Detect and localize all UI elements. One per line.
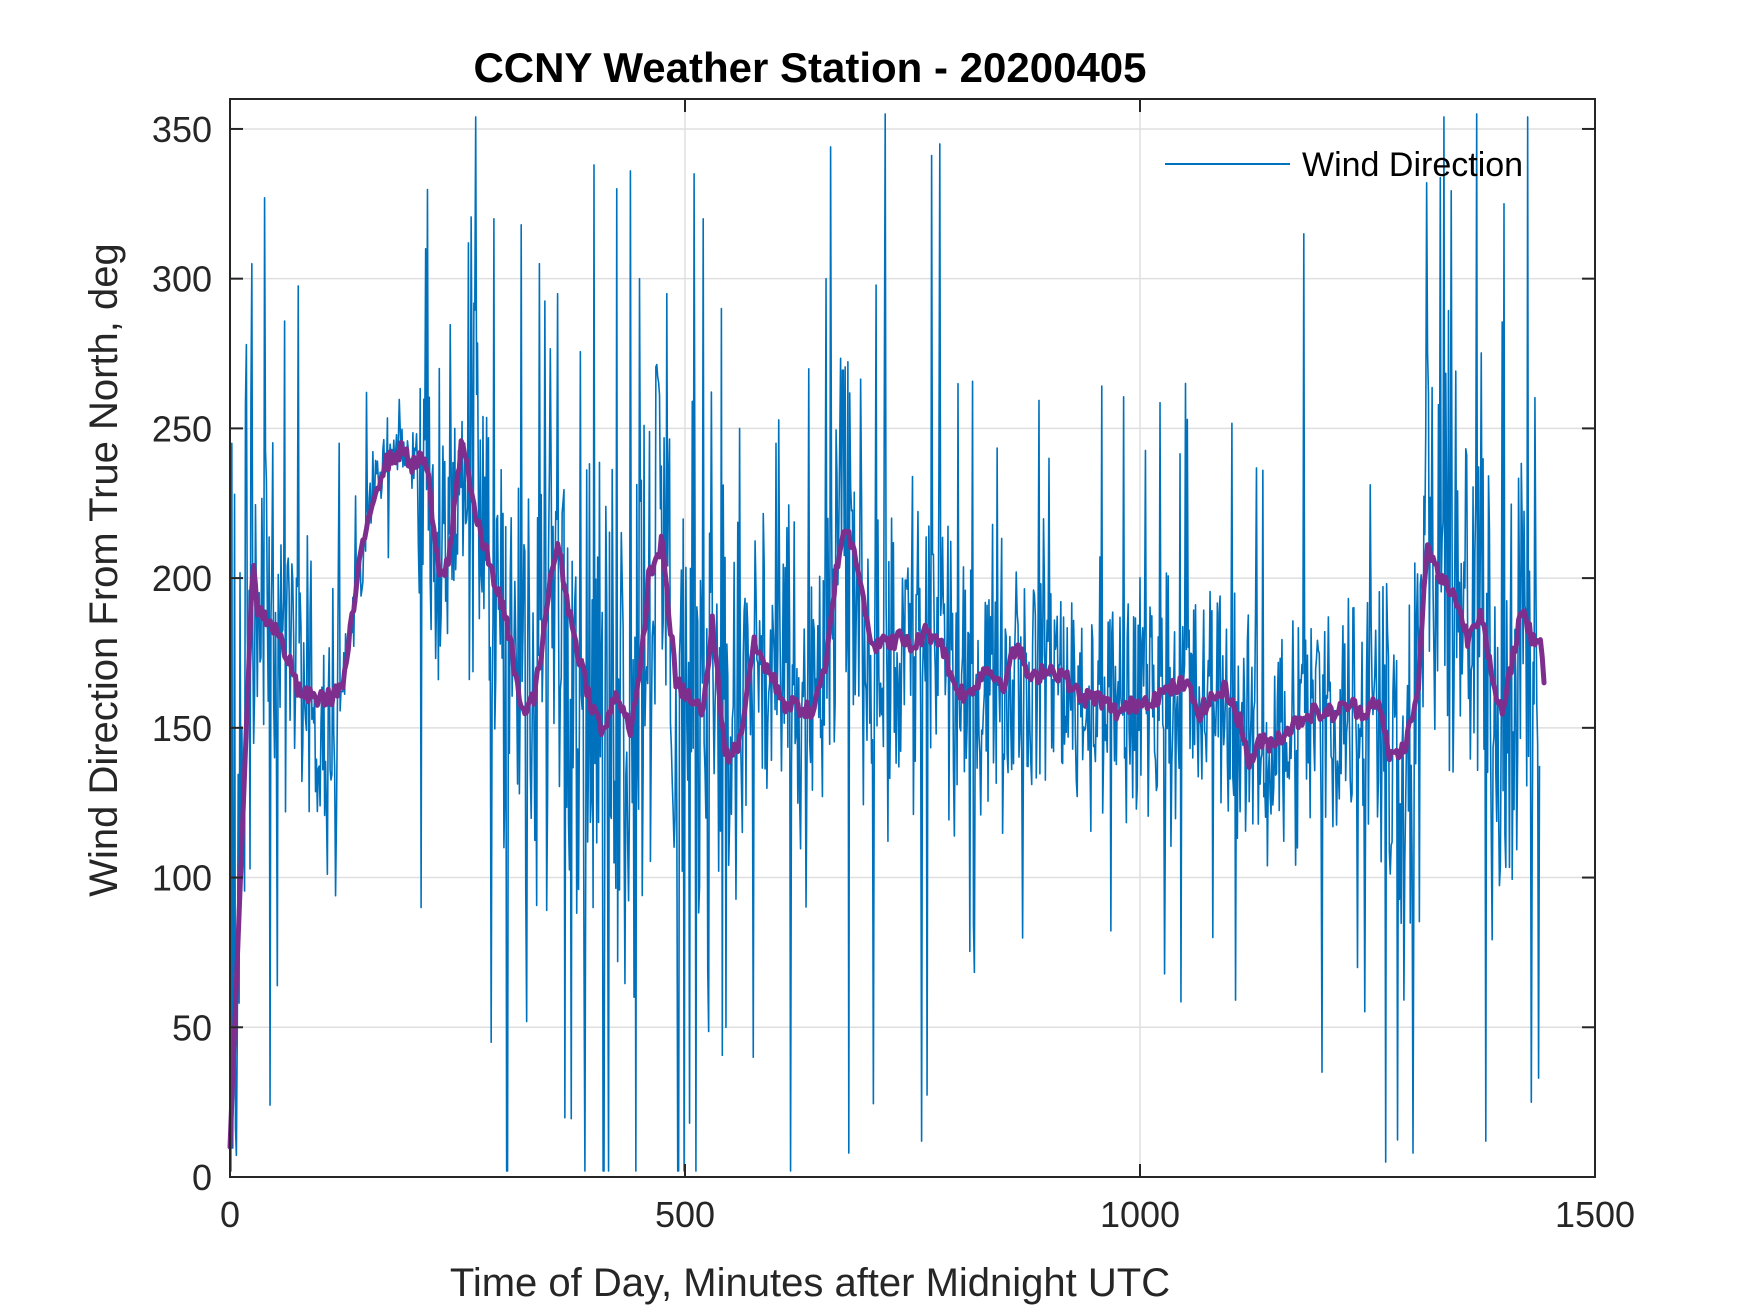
axis-ticks — [229, 99, 1596, 1178]
x-tick-label: 500 — [655, 1194, 715, 1235]
x-tick-label: 0 — [220, 1194, 240, 1235]
axes-box — [229, 98, 1596, 1178]
y-tick-label: 100 — [152, 858, 212, 899]
y-tick-label: 350 — [152, 109, 212, 150]
wind-direction-line — [229, 113, 1541, 1172]
y-tick-label: 250 — [152, 408, 212, 449]
legend: Wind Direction — [1165, 146, 1523, 184]
x-axis-label: Time of Day, Minutes after Midnight UTC — [450, 1261, 1170, 1305]
y-tick-label: 0 — [192, 1157, 212, 1198]
legend-entry-wind-direction: Wind Direction — [1302, 146, 1523, 184]
x-tick-label: 1000 — [1100, 1194, 1180, 1235]
y-tick-label: 300 — [152, 259, 212, 300]
running-mean-line — [227, 438, 1547, 1150]
x-tick-labels: 0 500 1000 1500 — [220, 1194, 1635, 1235]
y-tick-label: 50 — [172, 1007, 212, 1048]
x-tick-label: 1500 — [1555, 1194, 1635, 1235]
y-tick-label: 150 — [152, 708, 212, 749]
y-tick-label: 200 — [152, 558, 212, 599]
wind-direction-series — [229, 113, 1541, 1172]
y-tick-labels: 0 50 100 150 200 250 300 350 — [152, 109, 212, 1198]
chart-title: CCNY Weather Station - 20200405 — [473, 44, 1146, 91]
running-mean-series — [227, 438, 1547, 1150]
y-axis-label: Wind Direction From True North, deg — [82, 243, 126, 897]
